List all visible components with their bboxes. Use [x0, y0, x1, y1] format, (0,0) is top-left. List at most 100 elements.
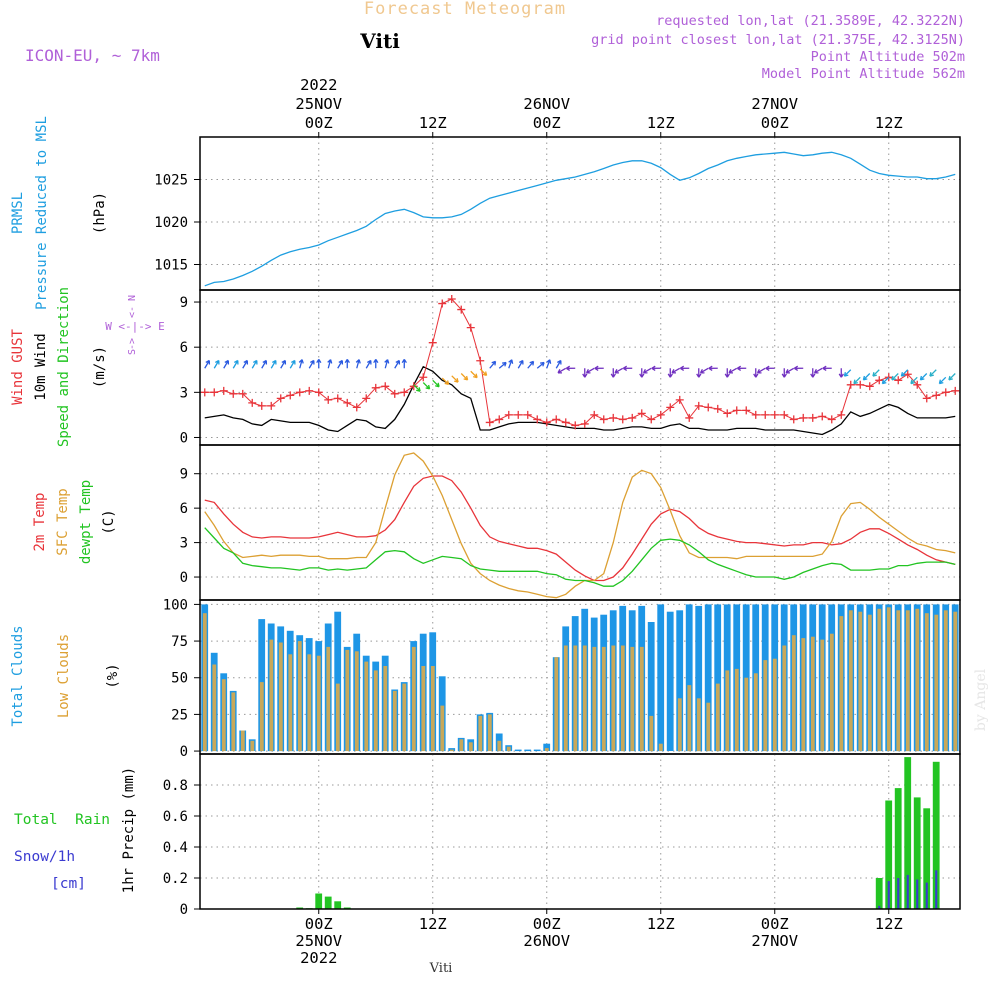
panel-frame — [199, 289, 961, 446]
compass-north: N — [127, 295, 138, 301]
wind-direction-arrow — [582, 368, 588, 378]
gust-marker — [466, 323, 475, 332]
gust-marker — [476, 356, 485, 365]
gust-marker — [523, 410, 532, 419]
wind-direction-arrow — [204, 359, 211, 369]
wind-direction-arrow — [843, 369, 852, 377]
chart-title: Forecast Meteogram — [364, 0, 566, 19]
wind-direction-arrow — [696, 368, 702, 378]
panel-frame — [199, 599, 961, 755]
time-label-bottom: 27NOV — [751, 932, 798, 950]
gust-marker — [580, 419, 589, 428]
panel-clouds: 0 25 50 75 100 — [163, 597, 961, 760]
wind-label-3: Speed and Direction — [56, 287, 72, 447]
low-cloud-bar — [943, 610, 948, 752]
time-label-top: 26NOV — [523, 95, 570, 113]
low-cloud-bar — [288, 654, 293, 752]
panel-frame — [199, 753, 961, 910]
gust-marker — [305, 386, 314, 395]
wind-direction-arrow — [401, 358, 407, 369]
low-cloud-bar — [734, 668, 739, 751]
gust-marker — [495, 415, 504, 424]
wind-direction-arrow — [373, 358, 379, 369]
compass-south: S — [127, 349, 138, 355]
wind-direction-arrow — [728, 367, 738, 374]
panel-pressure: 1015 1020 1025 — [154, 136, 961, 291]
gust-marker — [827, 415, 836, 424]
gust-marker — [552, 415, 561, 424]
wind-direction-arrow — [938, 376, 947, 385]
y-tick-label: 75 — [171, 634, 188, 650]
time-label-bottom: 00Z — [761, 915, 789, 933]
gust-marker — [267, 401, 276, 410]
wind-direction-arrow — [671, 367, 681, 374]
low-cloud-bar — [782, 645, 787, 752]
low-cloud-bar — [231, 692, 236, 752]
y-tick-label: 9 — [180, 295, 188, 311]
low-cloud-bar — [554, 657, 559, 752]
total-cloud-bar — [524, 749, 532, 752]
low-cloud-bar — [563, 645, 568, 752]
y-tick-label: 3 — [180, 536, 188, 552]
wind-direction-arrow — [251, 359, 258, 369]
gust-marker — [609, 413, 618, 422]
total-cloud-bar — [448, 748, 456, 751]
wind-direction-arrow — [610, 368, 616, 378]
gust-marker — [542, 418, 551, 427]
gust-marker — [599, 415, 608, 424]
cloud-label-2: Low Clouds — [56, 634, 72, 718]
model-label: ICON-EU, ~ 7km — [25, 46, 160, 65]
wind-direction-arrow — [853, 376, 861, 385]
low-cloud-bar — [934, 614, 939, 752]
wind-direction-arrow — [555, 359, 562, 369]
wind-direction-arrow — [822, 365, 832, 371]
total-cloud-bar — [714, 604, 722, 752]
precip-unit: 1hr Precip (mm) — [121, 767, 137, 893]
low-cloud-bar — [459, 739, 464, 751]
gust-marker — [352, 403, 361, 412]
time-label-bottom: 00Z — [533, 915, 561, 933]
compass-upper-arm: <- — [127, 306, 138, 318]
wind-direction-arrow — [270, 359, 277, 369]
y-tick-label: 50 — [171, 671, 188, 687]
wind-direction-arrow — [489, 360, 497, 369]
gust-marker — [343, 398, 352, 407]
gust-marker — [238, 389, 247, 398]
wind-direction-arrow — [781, 368, 787, 378]
total-cloud-bar — [704, 604, 712, 752]
time-label-top: 27NOV — [751, 95, 798, 113]
gust-marker — [694, 401, 703, 410]
low-cloud-bar — [345, 649, 350, 752]
low-cloud-bar — [544, 748, 549, 751]
wind-direction-arrow — [910, 376, 918, 385]
footer-location: Viti — [429, 961, 453, 976]
gust-marker — [903, 370, 912, 379]
gust-marker — [590, 410, 599, 419]
wind-direction-arrow — [517, 359, 524, 369]
gust-marker — [257, 401, 266, 410]
y-tick-label: 0.8 — [163, 778, 188, 794]
low-cloud-bar — [696, 698, 701, 752]
time-label-top: 00Z — [305, 114, 333, 132]
low-cloud-bar — [402, 683, 407, 752]
wind-direction-arrow — [223, 359, 230, 369]
wind-label-2: 10m Wind — [33, 333, 49, 400]
low-cloud-bar — [848, 610, 853, 752]
low-cloud-bar — [497, 740, 502, 752]
low-cloud-bar — [240, 730, 245, 751]
low-cloud-bar — [250, 740, 255, 752]
wind-direction-arrow — [308, 359, 315, 369]
gust-marker — [647, 415, 656, 424]
low-cloud-bar — [373, 670, 378, 752]
low-cloud-bar — [611, 645, 616, 752]
low-cloud-bar — [440, 705, 445, 752]
panel-wind: 0 3 6 9 — [180, 289, 961, 446]
gust-marker — [894, 376, 903, 385]
y-tick-label: 1020 — [154, 215, 188, 231]
gust-marker — [808, 413, 817, 422]
low-cloud-bar — [259, 682, 264, 751]
low-cloud-bar — [364, 661, 369, 752]
wind-direction-arrow — [441, 377, 450, 386]
wind-direction-arrow — [872, 369, 880, 377]
wind-direction-arrow — [460, 373, 469, 381]
